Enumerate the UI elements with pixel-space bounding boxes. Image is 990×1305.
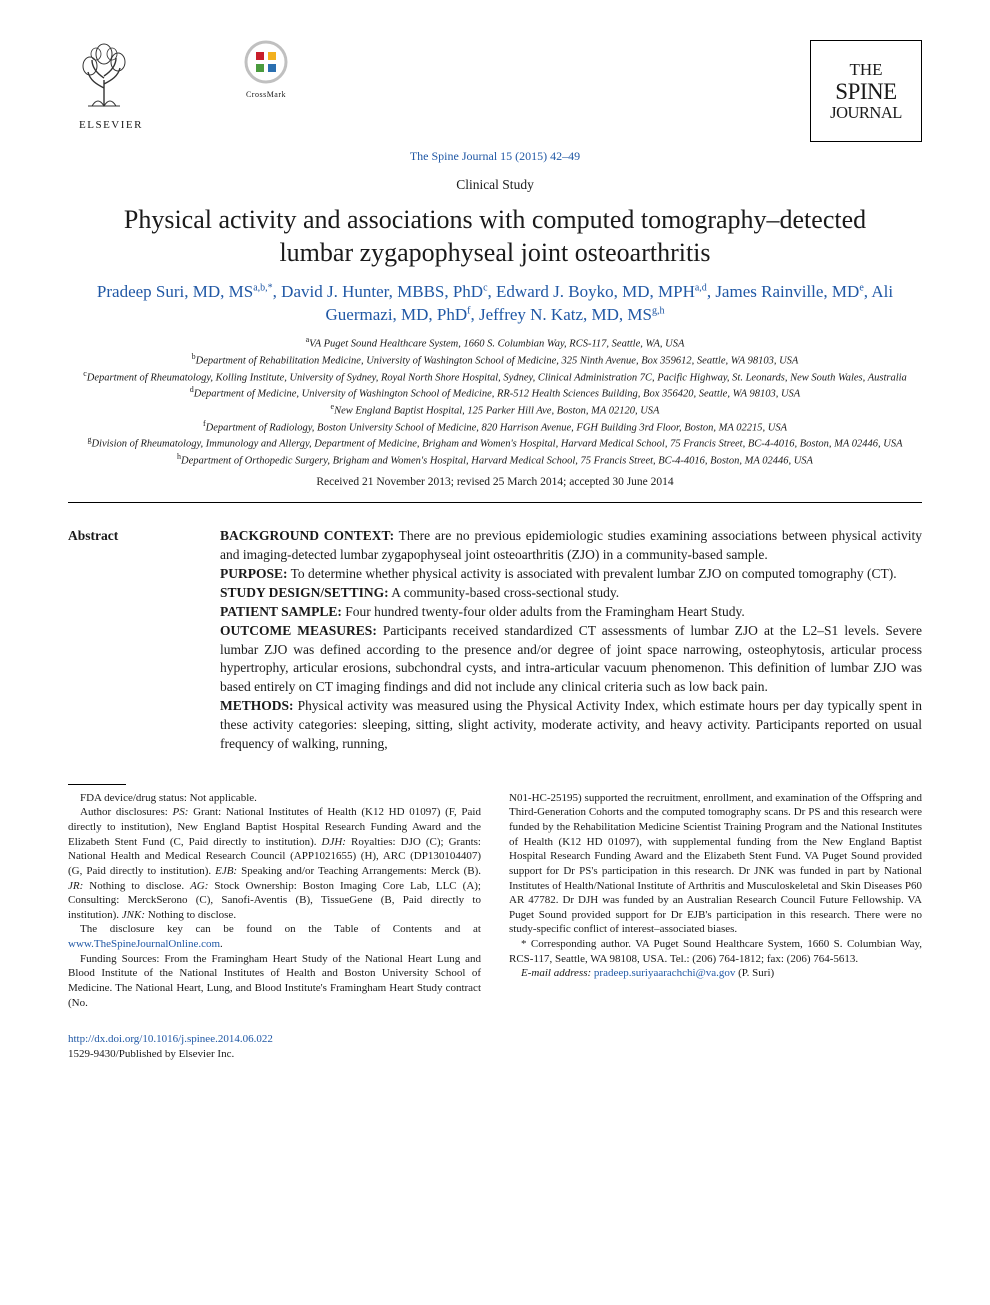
affiliations-block: aVA Puget Sound Healthcare System, 1660 … (72, 335, 918, 468)
bottom-line: http://dx.doi.org/10.1016/j.spinee.2014.… (68, 1032, 922, 1062)
elsevier-logo: ELSEVIER (68, 40, 154, 132)
abstract-label: Abstract (68, 527, 220, 754)
abstract-section: BACKGROUND CONTEXT: There are no previou… (220, 527, 922, 565)
footnote-para: Funding Sources: From the Framingham Hea… (68, 952, 481, 1011)
footnote-para: The disclosure key can be found on the T… (68, 922, 481, 951)
abstract-body: BACKGROUND CONTEXT: There are no previou… (220, 527, 922, 754)
affiliation-line: gDivision of Rheumatology, Immunology an… (72, 435, 918, 452)
elsevier-tree-icon (68, 40, 140, 112)
journal-logo-journal: JOURNAL (830, 104, 902, 121)
abstract-section: PATIENT SAMPLE: Four hundred twenty-four… (220, 603, 922, 622)
journal-logo-spine: SPINE (835, 80, 896, 104)
issn-line: 1529-9430/Published by Elsevier Inc. (68, 1048, 234, 1060)
footnotes-block: FDA device/drug status: Not applicable.A… (68, 784, 922, 1010)
citation-line: The Spine Journal 15 (2015) 42–49 (68, 148, 922, 164)
affiliation-line: hDepartment of Orthopedic Surgery, Brigh… (72, 452, 918, 469)
footnote-rule (68, 784, 126, 785)
affiliation-line: fDepartment of Radiology, Boston Univers… (72, 419, 918, 436)
divider-top (68, 502, 922, 503)
article-title: Physical activity and associations with … (88, 204, 902, 269)
abstract-section: OUTCOME MEASURES: Participants received … (220, 622, 922, 698)
abstract-section: STUDY DESIGN/SETTING: A community-based … (220, 584, 922, 603)
crossmark-label: CrossMark (244, 90, 288, 101)
header-row: ELSEVIER CrossMark THE SPINE JOURNAL (68, 40, 922, 142)
crossmark-icon (244, 40, 288, 84)
footnote-para: FDA device/drug status: Not applicable. (68, 791, 481, 806)
citation-link[interactable]: The Spine Journal 15 (2015) 42–49 (410, 149, 580, 163)
elsevier-name: ELSEVIER (68, 118, 154, 133)
affiliation-line: aVA Puget Sound Healthcare System, 1660 … (72, 335, 918, 352)
footnote-para: Author disclosures: PS: Grant: National … (68, 805, 481, 922)
footnote-para: * Corresponding author. VA Puget Sound H… (509, 937, 922, 966)
footnote-para: E-mail address: pradeep.suriyaarachchi@v… (509, 966, 922, 981)
journal-logo: THE SPINE JOURNAL (810, 40, 922, 142)
affiliation-line: cDepartment of Rheumatology, Kolling Ins… (72, 369, 918, 386)
footnotes-columns: FDA device/drug status: Not applicable.A… (68, 791, 922, 1010)
affiliation-line: eNew England Baptist Hospital, 125 Parke… (72, 402, 918, 419)
header-left: ELSEVIER CrossMark (68, 40, 288, 132)
abstract-section: PURPOSE: To determine whether physical a… (220, 565, 922, 584)
article-type: Clinical Study (68, 176, 922, 194)
abstract-block: Abstract BACKGROUND CONTEXT: There are n… (68, 527, 922, 754)
affiliation-line: bDepartment of Rehabilitation Medicine, … (72, 352, 918, 369)
authors-line: Pradeep Suri, MD, MSa,b,*, David J. Hunt… (76, 281, 914, 327)
journal-logo-the: THE (849, 61, 882, 79)
doi-link[interactable]: http://dx.doi.org/10.1016/j.spinee.2014.… (68, 1033, 273, 1045)
footnote-para: N01-HC-25195) supported the recruitment,… (509, 791, 922, 937)
article-dates: Received 21 November 2013; revised 25 Ma… (68, 475, 922, 491)
affiliation-line: dDepartment of Medicine, University of W… (72, 385, 918, 402)
crossmark-badge[interactable]: CrossMark (244, 40, 288, 100)
abstract-section: METHODS: Physical activity was measured … (220, 697, 922, 754)
